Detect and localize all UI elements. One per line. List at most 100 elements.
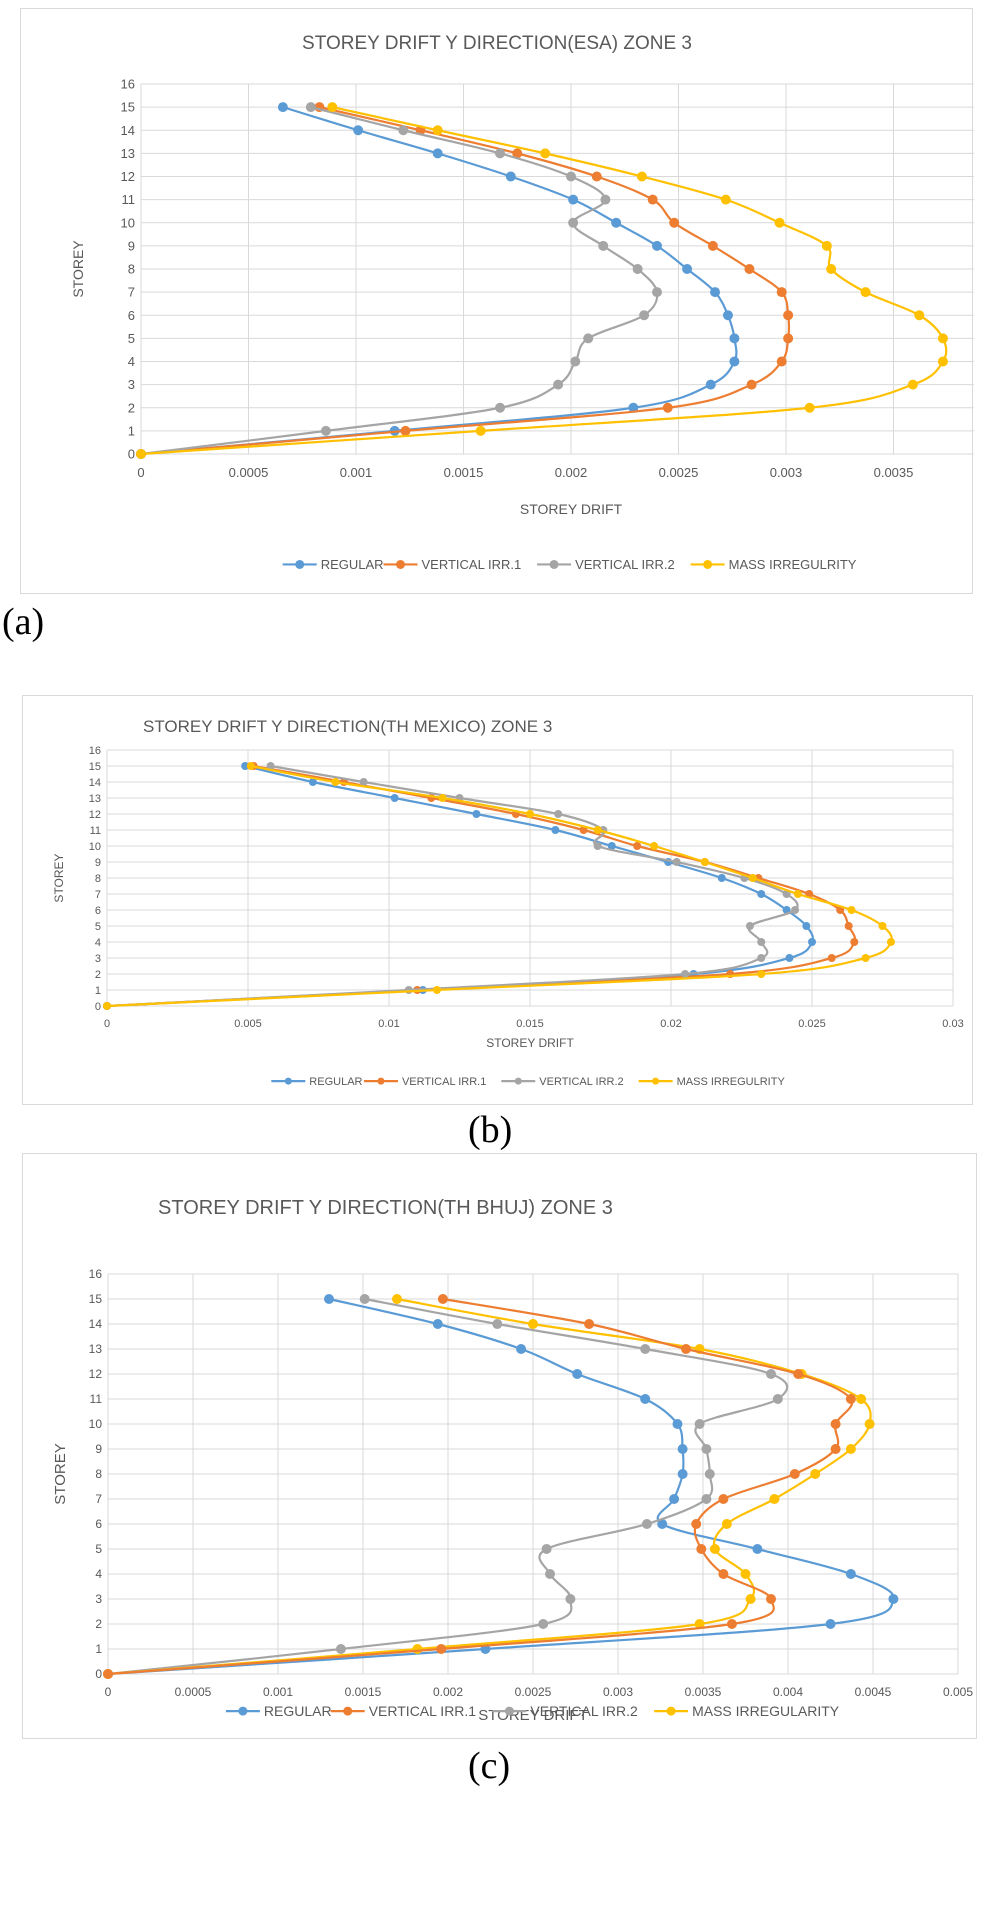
data-point bbox=[593, 826, 602, 834]
data-point bbox=[359, 1294, 370, 1304]
y-tick-label: 15 bbox=[89, 1292, 103, 1306]
data-point bbox=[718, 1569, 729, 1579]
data-point bbox=[672, 1419, 683, 1429]
series-line bbox=[140, 106, 948, 456]
legend-item: MASS IRREGULARITY bbox=[654, 1703, 840, 1719]
data-point bbox=[907, 379, 918, 390]
data-point bbox=[830, 1419, 841, 1429]
data-point bbox=[432, 986, 441, 994]
legend: REGULAR VERTICAL IRR.1 VERTICAL IRR.2 MASS … bbox=[271, 1076, 785, 1088]
y-axis-title: STOREY bbox=[70, 240, 86, 298]
x-tick-label: 0.0005 bbox=[175, 1685, 212, 1699]
data-point bbox=[785, 954, 794, 962]
data-point bbox=[783, 333, 794, 344]
data-point bbox=[600, 194, 611, 205]
legend-label: VERTICAL IRR.1 bbox=[422, 557, 522, 572]
legend-item: VERTICAL IRR.1 bbox=[383, 557, 522, 572]
data-point bbox=[505, 171, 516, 182]
data-point bbox=[632, 264, 643, 274]
x-tick-label: 0.0025 bbox=[659, 465, 699, 480]
x-tick-label: 0.03 bbox=[942, 1018, 963, 1030]
data-point bbox=[669, 217, 680, 228]
series-vertical-irr-1 bbox=[136, 102, 794, 459]
data-point bbox=[701, 1494, 712, 1504]
y-tick-label: 6 bbox=[95, 1517, 102, 1531]
legend-item: REGULAR bbox=[225, 1703, 332, 1719]
legend-swatch-marker bbox=[343, 1706, 353, 1716]
y-tick-label: 3 bbox=[128, 377, 135, 392]
y-tick-label: 9 bbox=[128, 238, 135, 253]
data-point bbox=[528, 1319, 538, 1329]
data-point bbox=[808, 938, 816, 946]
series-line bbox=[107, 1297, 789, 1676]
data-point bbox=[475, 425, 486, 436]
y-tick-label: 6 bbox=[95, 905, 101, 917]
y-tick-label: 2 bbox=[128, 400, 135, 415]
data-point bbox=[793, 890, 802, 898]
x-tick-label: 0.001 bbox=[340, 465, 373, 480]
data-point bbox=[722, 310, 733, 321]
legend-item: MASS IRREGULRITY bbox=[638, 1076, 785, 1088]
y-tick-label: 4 bbox=[128, 354, 135, 369]
x-tick-label: 0.0035 bbox=[685, 1685, 722, 1699]
y-tick-label: 5 bbox=[95, 1542, 102, 1556]
series-mass-irregulrity bbox=[103, 762, 895, 1010]
data-point bbox=[545, 1569, 555, 1579]
data-point bbox=[830, 1444, 841, 1454]
x-tick-label: 0.005 bbox=[234, 1018, 262, 1030]
data-point bbox=[677, 1469, 688, 1479]
data-point bbox=[707, 240, 718, 251]
data-point bbox=[769, 1494, 780, 1504]
chart-title: STOREY DRIFT Y DIRECTION(TH MEXICO) ZONE… bbox=[143, 717, 552, 736]
x-axis-title: STOREY DRIFT bbox=[486, 1036, 574, 1050]
y-tick-label: 1 bbox=[95, 1642, 102, 1656]
data-point bbox=[748, 874, 757, 882]
data-point bbox=[526, 810, 534, 818]
data-point bbox=[652, 287, 662, 298]
y-tick-label: 11 bbox=[90, 825, 101, 837]
data-point bbox=[662, 402, 673, 413]
y-tick-label: 12 bbox=[89, 1367, 103, 1381]
y-tick-label: 11 bbox=[90, 1392, 103, 1406]
data-point bbox=[860, 287, 871, 298]
data-point bbox=[551, 826, 560, 834]
x-tick-label: 0.0015 bbox=[345, 1685, 382, 1699]
data-point bbox=[745, 922, 754, 930]
data-point bbox=[810, 1469, 821, 1479]
legend-swatch-marker bbox=[703, 559, 713, 569]
data-point bbox=[650, 842, 659, 850]
series-regular bbox=[136, 102, 740, 459]
data-point bbox=[757, 970, 766, 978]
x-tick-label: 0 bbox=[105, 1685, 112, 1699]
data-point bbox=[821, 240, 832, 251]
data-point bbox=[804, 402, 815, 413]
y-tick-label: 3 bbox=[95, 953, 101, 965]
data-point bbox=[495, 402, 506, 413]
data-point bbox=[802, 922, 811, 930]
data-point bbox=[772, 1394, 783, 1404]
x-tick-label: 0.003 bbox=[770, 465, 803, 480]
legend-label: VERTICAL IRR.2 bbox=[539, 1076, 623, 1088]
chart-panel-b: STOREY DRIFT Y DIRECTION(TH MEXICO) ZONE… bbox=[22, 695, 973, 1105]
legend-swatch-marker bbox=[295, 559, 305, 569]
data-point bbox=[776, 356, 787, 367]
gridlines bbox=[107, 1273, 959, 1675]
data-point bbox=[657, 1519, 668, 1529]
data-point bbox=[538, 1619, 549, 1629]
panel-label-a: (a) bbox=[2, 601, 45, 643]
data-point bbox=[705, 379, 716, 390]
y-tick-label: 1 bbox=[95, 985, 101, 997]
x-tick-label: 0.015 bbox=[516, 1018, 544, 1030]
data-point bbox=[793, 1369, 804, 1379]
y-tick-label: 16 bbox=[121, 77, 135, 92]
legend-swatch-marker bbox=[377, 1077, 385, 1085]
data-point bbox=[752, 1544, 763, 1554]
series-line bbox=[140, 106, 738, 456]
data-point bbox=[432, 1319, 443, 1329]
data-point bbox=[672, 858, 681, 866]
data-point bbox=[783, 310, 794, 321]
y-tick-label: 12 bbox=[121, 169, 135, 184]
y-axis-title: STOREY bbox=[52, 1443, 69, 1504]
y-tick-label: 4 bbox=[95, 1567, 102, 1581]
data-point bbox=[718, 1494, 729, 1504]
